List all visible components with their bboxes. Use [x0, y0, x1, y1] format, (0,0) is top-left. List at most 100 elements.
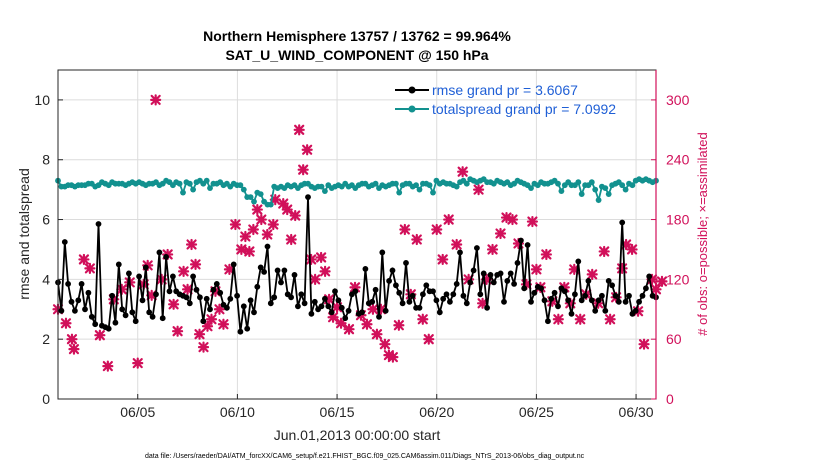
rmse-point [626, 292, 632, 299]
rmse-point [61, 239, 68, 245]
totalspread-point [267, 201, 274, 208]
obs-point [463, 273, 475, 285]
rmse-point [436, 309, 443, 316]
obs-point [315, 251, 327, 264]
rmse-point [298, 291, 305, 298]
rmse-point [240, 303, 247, 310]
rmse-series [55, 194, 659, 335]
rmse-point [507, 270, 514, 277]
obs-point [201, 320, 214, 332]
rmse-point [295, 303, 301, 310]
obs-point [476, 297, 489, 309]
rmse-point [474, 245, 480, 251]
obs-point [261, 228, 273, 241]
rmse-point [207, 306, 213, 313]
rmse-point [396, 289, 403, 296]
obs-point [66, 333, 78, 345]
obs-point [379, 338, 391, 350]
x-tick-label: 06/10 [220, 404, 255, 420]
rmse-point [632, 307, 639, 314]
obs-point [108, 293, 120, 305]
totalspread-point [186, 180, 193, 187]
rmse-point [433, 297, 440, 304]
obs-point [457, 166, 469, 178]
obs-point [132, 357, 144, 369]
rmse-point [376, 313, 382, 320]
obs-point [616, 262, 628, 274]
rmse-point [122, 312, 129, 319]
obs-point [94, 329, 106, 341]
rmse-point [153, 291, 159, 298]
legend-rmse-label: rmse grand pr = 3.6067 [432, 82, 578, 98]
rmse-point [170, 273, 176, 280]
rmse-point [538, 285, 544, 292]
obs-point [185, 238, 198, 251]
obs-point [656, 275, 668, 287]
rmse-point [615, 298, 622, 305]
rmse-point [443, 291, 450, 298]
rmse-point [501, 298, 507, 305]
totalspread-point [257, 191, 264, 198]
y-tick-label: 10 [34, 92, 50, 108]
rmse-point [109, 292, 115, 299]
rmse-point [119, 306, 126, 313]
rmse-point [166, 288, 173, 295]
rmse-point [251, 309, 257, 316]
obs-point [586, 268, 598, 280]
y-axis-left: 0 2 4 6 8 10 [34, 92, 63, 407]
totalspread-series [55, 176, 659, 208]
obs-point [626, 243, 638, 256]
obs-point [229, 218, 242, 231]
rmse-point [551, 289, 558, 296]
rmse-point [72, 307, 78, 314]
rmse-point [406, 298, 413, 305]
rmse-point [328, 309, 335, 316]
grid-lines [58, 70, 656, 400]
totalspread-point [251, 198, 257, 205]
obs-point [146, 289, 158, 301]
obs-point [281, 203, 293, 216]
rmse-point [132, 318, 139, 325]
rmse-point [555, 303, 561, 310]
totalspread-point [453, 183, 460, 190]
obs-point [520, 278, 533, 290]
totalspread-point [393, 180, 399, 187]
rmse-point [230, 261, 237, 268]
obs-point [205, 313, 218, 325]
obs-point [84, 262, 96, 274]
totalspread-point [203, 177, 210, 184]
rmse-point [379, 249, 386, 256]
rmse-point [227, 295, 234, 302]
rmse-point [548, 295, 555, 302]
obs-point [393, 319, 405, 331]
rmse-point [244, 325, 251, 332]
y-right-tick-label: 120 [666, 271, 690, 287]
y-right-tick-label: 0 [666, 391, 674, 407]
obs-point [269, 194, 281, 206]
totalspread-point [237, 182, 244, 189]
obs-point [285, 233, 297, 246]
rmse-point [619, 219, 626, 226]
rmse-point [224, 304, 230, 311]
obs-point [239, 230, 251, 243]
totalspread-point [592, 186, 599, 193]
x-axis-label: Jun.01,2013 00:00:00 start [274, 427, 441, 443]
obs-point [423, 333, 435, 345]
rmse-point [264, 243, 271, 250]
obs-point [267, 218, 279, 231]
x-tick-label: 06/15 [320, 404, 355, 420]
rmse-point [403, 260, 409, 266]
rmse-point [142, 264, 149, 271]
legend-spread-marker [408, 105, 416, 113]
rmse-point [409, 292, 416, 299]
obs-point [431, 223, 443, 236]
rmse-point [386, 278, 392, 284]
rmse-point [335, 297, 342, 304]
rmse-point [200, 318, 207, 325]
totalspread-point [463, 180, 470, 187]
obs-point [638, 338, 650, 350]
rmse-point [75, 297, 82, 304]
obs-point [181, 283, 194, 295]
obs-point [574, 313, 586, 325]
